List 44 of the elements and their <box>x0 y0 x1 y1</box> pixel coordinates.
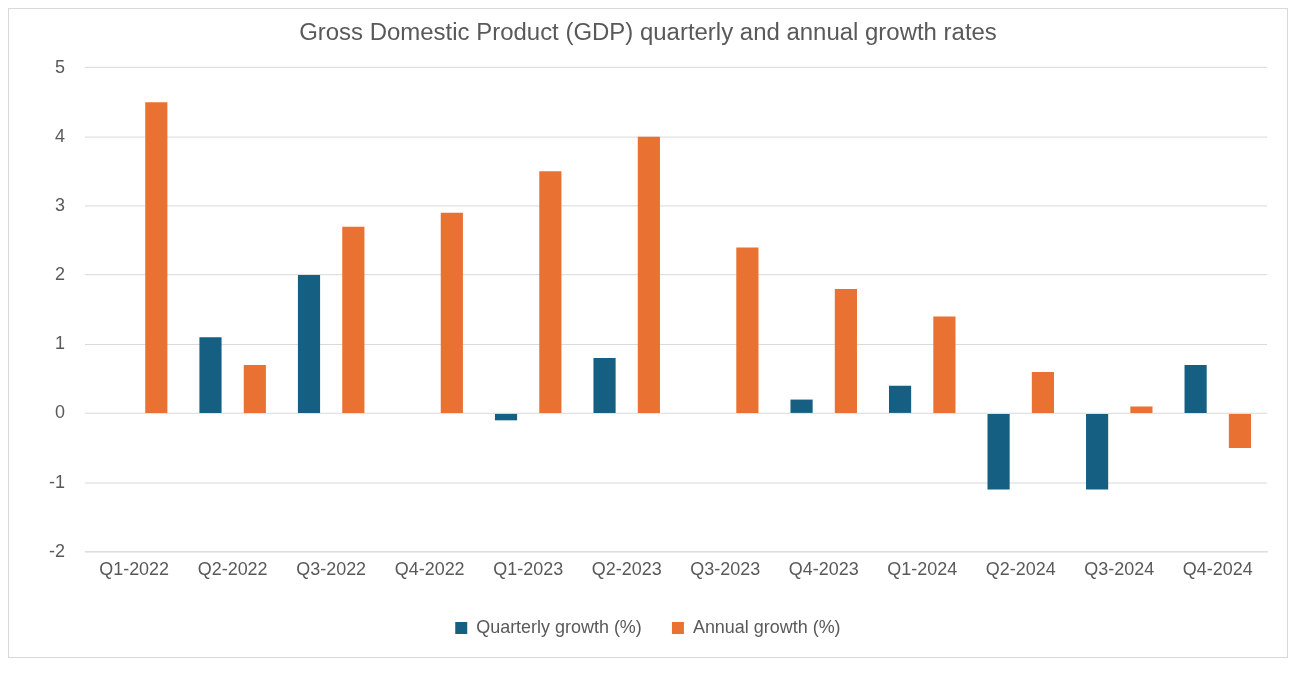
y-tick-label: -1 <box>48 471 65 492</box>
bar <box>736 247 759 413</box>
x-tick-label: Q2-2023 <box>591 559 662 580</box>
x-tick-label: Q1-2023 <box>493 559 564 580</box>
bar <box>888 385 912 413</box>
bar <box>243 365 266 413</box>
bar <box>494 413 518 421</box>
x-tick-label: Q3-2022 <box>296 559 367 580</box>
bar <box>637 136 660 413</box>
legend-label: Annual growth (%) <box>692 617 841 638</box>
y-tick-label: 1 <box>54 333 65 354</box>
x-tick-label: Q1-2022 <box>99 559 170 580</box>
bar <box>440 212 463 413</box>
bar <box>1228 413 1252 448</box>
x-tick-label: Q3-2023 <box>690 559 761 580</box>
x-tick-label: Q4-2023 <box>788 559 859 580</box>
bar <box>297 275 321 413</box>
y-tick-label: 0 <box>54 402 65 423</box>
bar <box>1130 406 1153 413</box>
y-tick-label: 3 <box>54 194 65 215</box>
chart-title: Gross Domestic Product (GDP) quarterly and annual growth rates <box>299 17 997 45</box>
y-tick-label: -2 <box>48 540 65 561</box>
bar <box>933 316 956 413</box>
bar <box>987 413 1010 490</box>
bar <box>790 399 813 413</box>
bar <box>342 226 365 413</box>
x-tick-label: Q4-2022 <box>394 559 465 580</box>
bar <box>1031 371 1054 413</box>
x-tick-label: Q4-2024 <box>1182 559 1253 580</box>
bar <box>834 288 857 413</box>
bar <box>1184 365 1207 413</box>
y-tick-label: 5 <box>54 56 65 77</box>
x-tick-label: Q2-2024 <box>985 559 1056 580</box>
bar <box>1086 413 1109 490</box>
bar <box>539 171 562 413</box>
legend-label: Quarterly growth (%) <box>476 617 642 638</box>
bar <box>593 358 616 413</box>
y-tick-label: 4 <box>54 125 65 146</box>
bar <box>199 337 222 413</box>
x-tick-label: Q3-2024 <box>1084 559 1155 580</box>
bar <box>145 102 168 413</box>
x-tick-label: Q1-2024 <box>887 559 958 580</box>
y-tick-label: 2 <box>54 264 65 285</box>
x-tick-label: Q2-2022 <box>197 559 268 580</box>
